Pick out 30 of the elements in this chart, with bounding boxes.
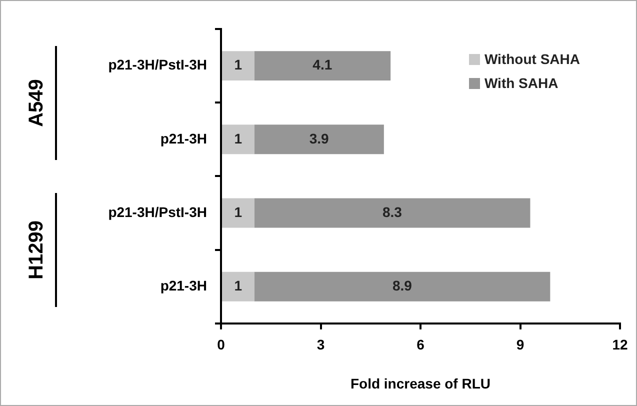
data-label: 3.9 bbox=[309, 130, 330, 146]
bar bbox=[222, 198, 254, 228]
y-tick-label: p21-3H/PstI-3H bbox=[108, 56, 207, 73]
y-tick-label: p21-3H/PstI-3H bbox=[108, 204, 207, 220]
data-label: 8.3 bbox=[382, 204, 402, 220]
x-tick-label: 3 bbox=[316, 336, 325, 353]
data-label: 1 bbox=[234, 56, 242, 73]
bar bbox=[222, 51, 254, 81]
text: H1299 bbox=[26, 220, 48, 280]
bar bbox=[222, 124, 254, 154]
legend-label: With SAHA bbox=[484, 75, 558, 91]
bar bbox=[254, 198, 530, 228]
x-tick-label: 12 bbox=[612, 336, 628, 353]
y-tick-label: p21-3H bbox=[160, 130, 207, 146]
data-label: 1 bbox=[234, 277, 242, 294]
data-label: 1 bbox=[234, 130, 242, 146]
x-tick-label: 9 bbox=[516, 336, 524, 353]
data-label: 1 bbox=[234, 204, 242, 220]
bar bbox=[222, 272, 254, 302]
y-tick-label: p21-3H bbox=[160, 277, 207, 294]
x-axis-title: Fold increase of RLU bbox=[350, 375, 491, 392]
bar bbox=[254, 124, 384, 154]
data-label: 4.1 bbox=[312, 56, 332, 73]
legend-label: Without SAHA bbox=[484, 51, 580, 67]
x-tick-label: 0 bbox=[217, 336, 226, 353]
bar bbox=[254, 51, 391, 81]
data-label: 8.9 bbox=[392, 277, 412, 294]
text: A549 bbox=[26, 78, 48, 126]
x-tick-label: 6 bbox=[416, 336, 425, 353]
bar bbox=[254, 272, 550, 302]
